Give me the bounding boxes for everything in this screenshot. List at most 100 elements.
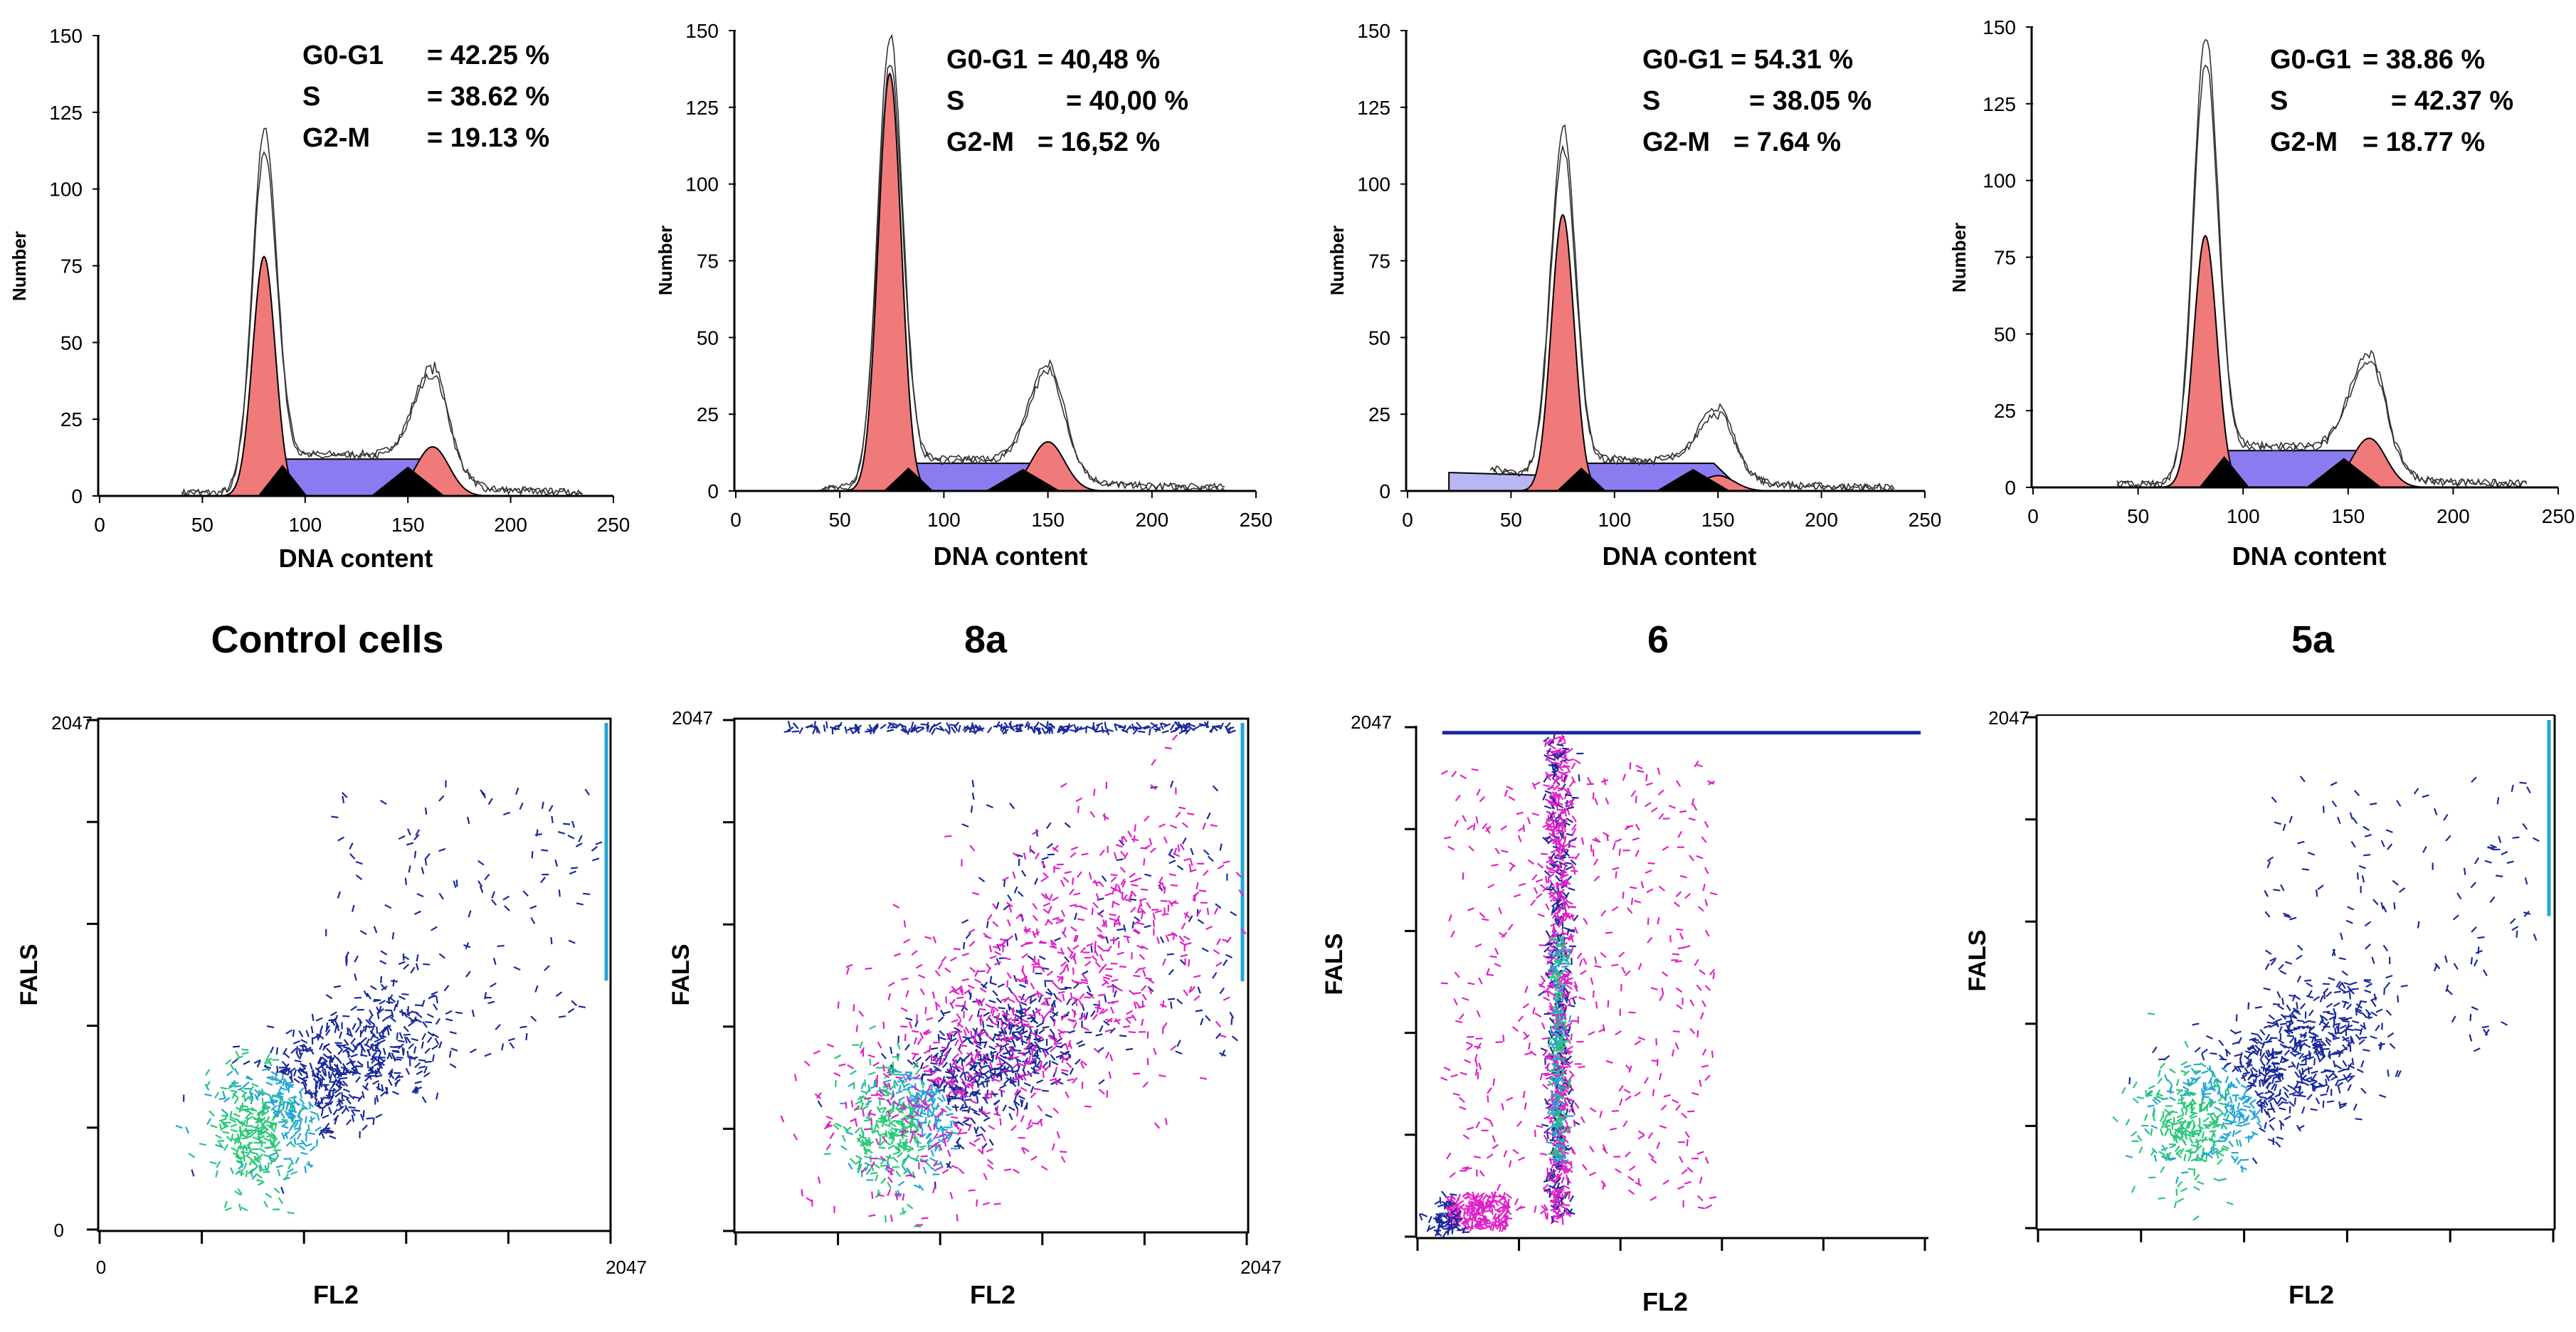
event-point — [939, 1161, 944, 1168]
event-point — [1462, 1134, 1470, 1140]
event-point — [1561, 807, 1566, 815]
event-point — [1027, 955, 1035, 961]
event-point — [870, 1171, 878, 1175]
event-point — [1555, 829, 1563, 832]
event-point — [299, 1045, 307, 1048]
event-point — [1632, 837, 1640, 841]
event-point — [1097, 945, 1104, 951]
event-point — [1556, 1182, 1561, 1190]
event-point — [1555, 1075, 1561, 1082]
y-tick-label: 125 — [1357, 97, 1390, 119]
event-point — [1555, 1157, 1562, 1164]
event-point — [954, 1027, 961, 1032]
event-point — [1126, 936, 1130, 944]
event-point — [391, 1090, 400, 1096]
event-point — [1007, 894, 1013, 902]
event-point — [933, 1160, 939, 1167]
event-point — [1099, 953, 1104, 961]
event-point — [900, 1007, 908, 1013]
event-point — [1084, 961, 1092, 967]
event-point — [1076, 726, 1083, 732]
event-point — [952, 1120, 956, 1128]
event-point — [1125, 725, 1131, 732]
event-point — [379, 1062, 384, 1069]
event-point — [1531, 812, 1539, 816]
event-point — [868, 1072, 876, 1076]
event-point — [957, 1128, 962, 1136]
event-point — [1205, 925, 1213, 931]
event-point — [841, 1134, 846, 1142]
event-point — [915, 1096, 920, 1104]
event-point — [913, 1062, 919, 1069]
event-point — [887, 1176, 893, 1183]
event-point — [1117, 884, 1121, 892]
event-point — [1563, 909, 1568, 917]
histogram-plot-area — [181, 127, 584, 498]
event-point — [1581, 1163, 1588, 1170]
event-point — [929, 1166, 937, 1172]
y-min-label: 0 — [54, 1220, 64, 1241]
event-point — [970, 1117, 976, 1125]
event-point — [401, 993, 409, 996]
phase-g0g1-value: = 40,48 % — [1038, 45, 1160, 75]
event-point — [414, 1062, 421, 1069]
event-point — [1065, 1051, 1072, 1058]
y-tick-label: 150 — [685, 20, 719, 42]
event-point — [1140, 911, 1144, 919]
event-point — [269, 1046, 275, 1054]
event-point — [976, 1010, 981, 1018]
event-point — [951, 726, 956, 734]
event-point — [398, 961, 406, 966]
event-point — [1568, 1021, 1573, 1028]
x-axis-label: FL2 — [313, 1280, 359, 1309]
event-point — [1095, 893, 1100, 901]
event-point — [228, 1082, 236, 1088]
phase-g0g1-name: G0-G1 — [946, 45, 1028, 75]
event-point — [1557, 1104, 1565, 1109]
event-point — [376, 1042, 379, 1050]
event-point — [959, 1092, 964, 1100]
event-point — [280, 1111, 286, 1119]
event-point — [1036, 1009, 1041, 1016]
event-point — [1548, 1153, 1556, 1156]
event-point — [1136, 921, 1145, 926]
event-point — [477, 860, 485, 866]
event-point — [1002, 726, 1010, 729]
event-point — [880, 1114, 887, 1120]
y-tick-label: 125 — [1983, 93, 2016, 115]
event-point — [1547, 873, 1554, 879]
event-point — [1566, 979, 1573, 985]
event-point — [1141, 985, 1147, 992]
event-point — [1556, 830, 1563, 835]
event-point — [904, 1105, 912, 1111]
event-point — [288, 1076, 294, 1083]
event-point — [1579, 970, 1587, 976]
event-point — [336, 1100, 342, 1107]
event-point — [292, 1069, 297, 1077]
event-point — [308, 1091, 315, 1099]
event-point — [1542, 793, 1547, 800]
event-point — [793, 1133, 798, 1141]
event-point — [214, 1092, 220, 1099]
event-point — [1142, 1081, 1149, 1088]
event-point — [1121, 892, 1124, 899]
event-point — [1546, 750, 1554, 753]
event-point — [909, 1126, 912, 1134]
event-point — [919, 1032, 924, 1040]
event-point — [959, 1104, 965, 1111]
event-point — [1571, 913, 1575, 921]
event-point — [1010, 1081, 1017, 1087]
event-point — [876, 1106, 882, 1114]
event-point — [990, 1006, 994, 1015]
event-point — [866, 1148, 873, 1154]
event-point — [357, 1095, 363, 1102]
event-point — [1189, 869, 1197, 873]
event-point — [1160, 899, 1168, 902]
event-point — [917, 1120, 921, 1128]
event-point — [284, 1173, 289, 1181]
event-point — [840, 1145, 848, 1151]
event-point — [1555, 1143, 1563, 1147]
event-point — [914, 1225, 922, 1228]
event-point — [1524, 985, 1529, 993]
